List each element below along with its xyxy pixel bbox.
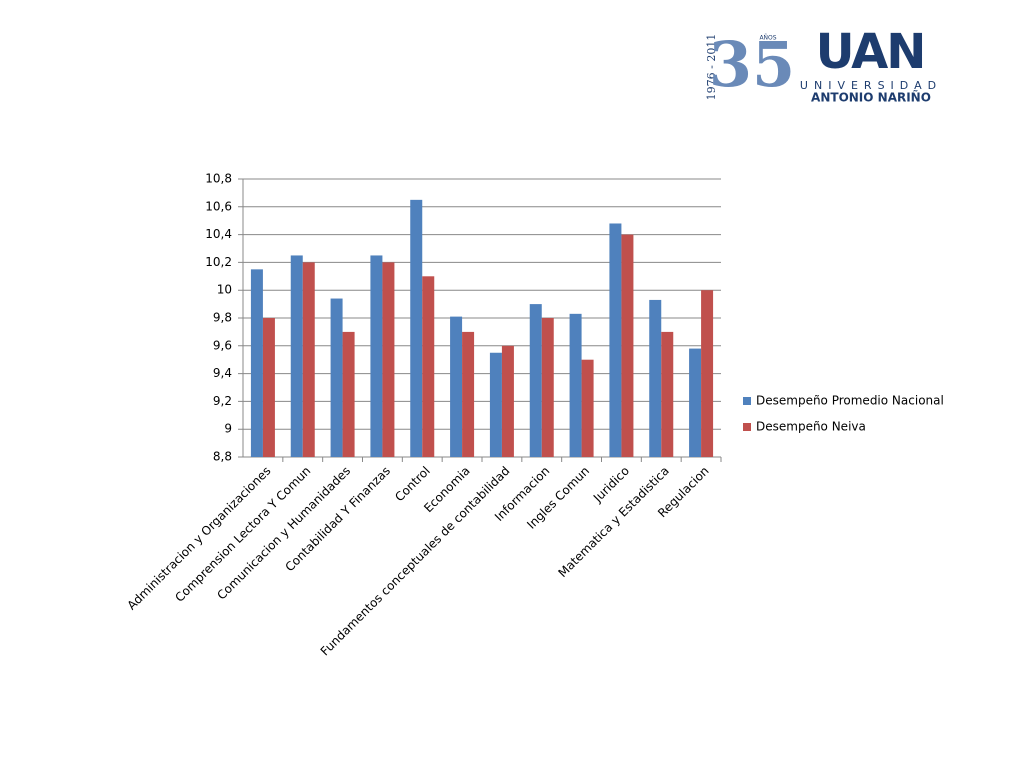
bar — [621, 234, 634, 457]
bar — [569, 313, 582, 457]
bar — [609, 223, 622, 457]
bar — [501, 345, 514, 457]
bar — [422, 276, 435, 457]
y-tick-label: 8,8 — [213, 450, 232, 464]
bar — [262, 318, 275, 457]
x-tick-label: Fundamentos conceptuales de contabilidad — [318, 464, 513, 659]
bar — [462, 331, 475, 457]
bar — [689, 348, 702, 457]
bar — [382, 262, 395, 457]
bar — [370, 255, 383, 457]
y-tick-label: 10 — [217, 283, 232, 297]
bar — [661, 331, 674, 457]
y-tick-label: 9,6 — [213, 338, 232, 352]
logo-anos: AÑOS — [759, 35, 776, 42]
bar — [330, 298, 343, 457]
legend-label: Desempeño Neiva — [756, 420, 866, 434]
y-tick-label: 10,2 — [205, 255, 232, 269]
bar — [581, 359, 594, 457]
bar — [701, 290, 714, 457]
x-tick-label: Control — [392, 464, 433, 505]
y-tick-label: 10,6 — [205, 199, 232, 213]
y-tick-label: 10,8 — [205, 172, 232, 186]
logo-university: UNIVERSIDAD — [800, 79, 942, 92]
logo-35: 35 — [709, 28, 795, 101]
bar — [529, 304, 542, 457]
y-tick-label: 9 — [224, 422, 232, 436]
bar — [250, 269, 263, 457]
bar — [649, 299, 662, 457]
y-tick-label: 9,2 — [213, 394, 232, 408]
bar — [489, 352, 502, 457]
logo-years: 1976 - 2011 — [705, 34, 718, 101]
y-tick-label: 10,4 — [205, 227, 232, 241]
y-tick-label: 9,8 — [213, 311, 232, 325]
legend-label: Desempeño Promedio Nacional — [756, 394, 944, 408]
logo: 1976 - 2011 35 AÑOS UAN UNIVERSIDAD ANTO… — [705, 24, 942, 105]
y-tick-label: 9,4 — [213, 366, 232, 380]
bar — [410, 199, 423, 457]
logo-name: ANTONIO NARIÑO — [811, 90, 931, 105]
x-tick-label: Administracion y Organizaciones — [125, 464, 274, 613]
legend-swatch — [743, 423, 751, 431]
bar — [290, 255, 303, 457]
logo-uan: UAN — [816, 24, 925, 80]
bar — [342, 331, 355, 457]
bar — [541, 318, 554, 457]
bar — [450, 316, 463, 457]
bar — [302, 262, 315, 457]
legend-swatch — [743, 397, 751, 405]
